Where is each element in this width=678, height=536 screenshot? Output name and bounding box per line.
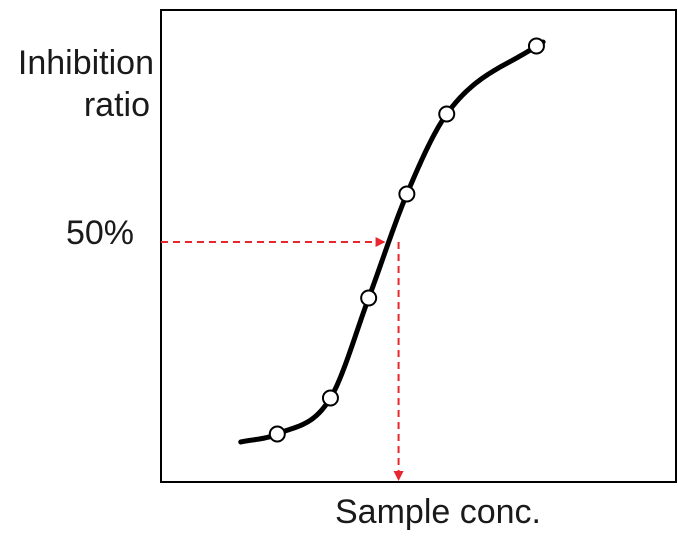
data-point-3 <box>360 289 378 307</box>
reference-y-label: 50% <box>66 214 134 252</box>
y-axis-label-line1: Inhibition <box>18 44 154 82</box>
y-axis-label-line2: ratio <box>84 86 150 124</box>
sigmoid-curve <box>238 39 546 445</box>
data-point-6 <box>527 37 545 55</box>
data-point-2 <box>321 389 339 407</box>
plot-frame <box>160 9 677 483</box>
data-point-1 <box>268 425 286 443</box>
x-axis-label: Sample conc. <box>335 493 541 531</box>
data-points <box>268 37 545 443</box>
reference-lines <box>161 237 404 481</box>
data-point-5 <box>438 105 456 123</box>
data-point-4 <box>398 185 416 203</box>
